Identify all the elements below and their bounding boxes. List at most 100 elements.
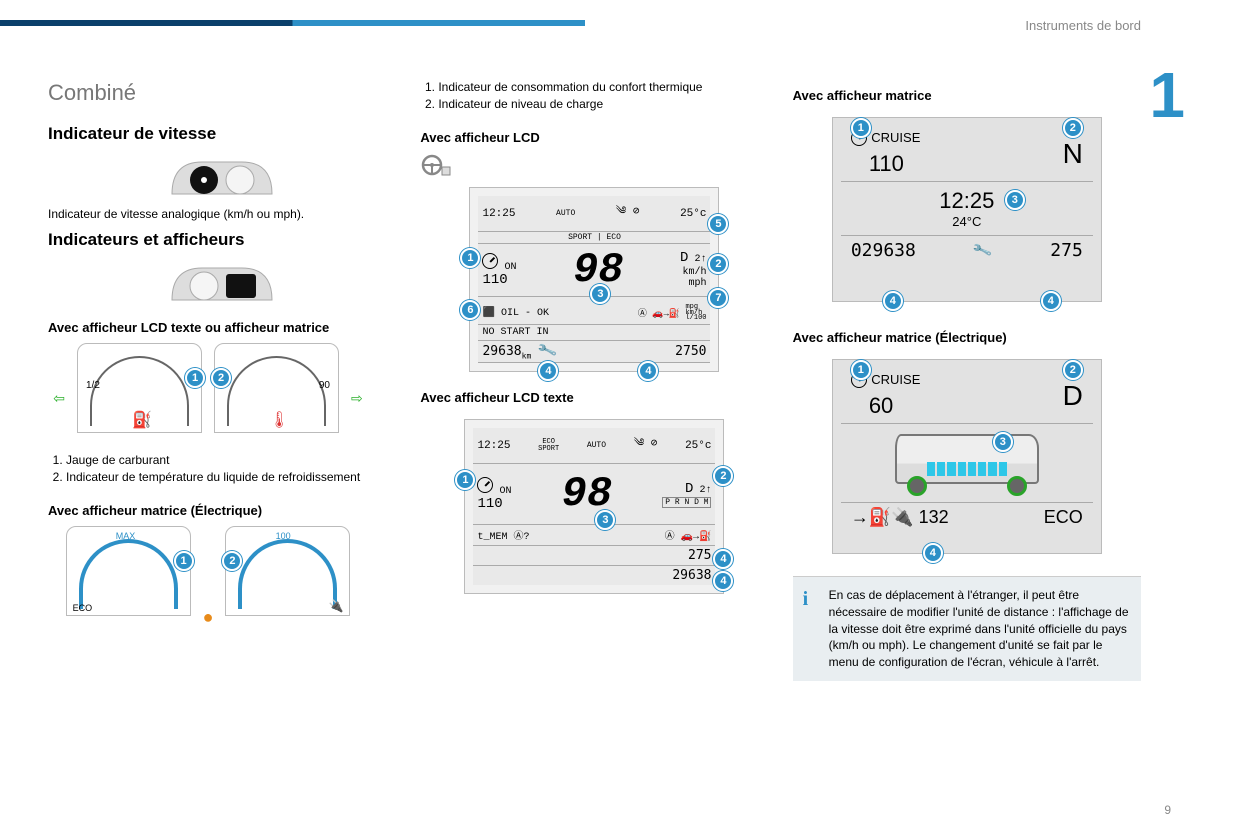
page-title: Combiné [48, 80, 396, 106]
lcd-trip-units: mpg km/h l/100 [685, 305, 706, 322]
figure-electric-gauges: MAX ECO 1 ● 100 🔌 2 [48, 526, 368, 636]
lcd-oil-ok: OIL - OK [501, 308, 549, 319]
callout-2: 2 [211, 368, 231, 388]
temp-gauge: 90 🌡 2 [214, 343, 339, 433]
callout-3: 3 [1005, 190, 1025, 210]
figure-lcd-text-display: 12:25 ECO SPORT AUTO ༄ ⊘ 25°c ON 110 98 … [464, 419, 724, 594]
callout-2: 2 [222, 551, 242, 571]
callout-1: 1 [174, 551, 194, 571]
heading-indicators-displays: Indicateurs et afficheurs [48, 230, 396, 250]
page-number: 9 [1164, 803, 1171, 817]
lcdt-trip: 275 [688, 548, 711, 563]
fuel-gauge: 1/2 ⛽ 1 [77, 343, 202, 433]
callout-5: 5 [708, 214, 728, 234]
lcdt-gear: D [685, 481, 693, 497]
lcd-auto-label: AUTO [556, 209, 575, 218]
callout-2: 2 [1063, 360, 1083, 380]
figure-matrix-display: CRUISE 110 N 12:25 24°C 029638 🔧 275 1 2… [832, 117, 1102, 302]
warning-dot-icon: ● [203, 607, 214, 628]
matrixev-cruise-value: 60 [869, 393, 893, 418]
matrix-gear: N [1063, 138, 1083, 170]
callout-4: 4 [883, 291, 903, 311]
heading-speed-indicator: Indicateur de vitesse [48, 124, 396, 144]
cruise-icon [482, 253, 498, 269]
legend-item: Indicateur de température du liquide de … [66, 470, 396, 484]
lcd-speed-unit: km/h [682, 267, 706, 278]
callout-1: 1 [851, 118, 871, 138]
cluster-small-icon [162, 154, 282, 200]
chapter-label: Instruments de bord [1025, 18, 1141, 33]
callout-1: 1 [455, 470, 475, 490]
plug-icon: 🔌 [328, 599, 343, 613]
lcdt-auto-label: AUTO [587, 441, 606, 450]
power-gauge: MAX ECO 1 [66, 526, 191, 616]
cluster-small-icon-2 [162, 260, 282, 306]
callout-1: 1 [851, 360, 871, 380]
speed-indicator-caption: Indicateur de vitesse analogique (km/h o… [48, 206, 396, 222]
lcdt-temp: 25°c [685, 440, 711, 452]
matrix-trip: 275 [1050, 240, 1083, 261]
lcd-outside-temp: 25°c [680, 208, 706, 220]
figure-fuel-temp-gauges: ⇦ 1/2 ⛽ 1 90 🌡 2 ⇨ [48, 343, 368, 453]
callout-4: 4 [713, 549, 733, 569]
legend-item: Jauge de carburant [66, 453, 396, 467]
ev-van-graphic [877, 428, 1057, 498]
lcdt-eco-sport: ECO SPORT [538, 439, 559, 452]
lcdt-speed: 98 [512, 470, 663, 518]
matrixev-gear: D [1063, 380, 1083, 412]
callout-4b: 4 [713, 571, 733, 591]
matrix-cruise-value: 110 [869, 151, 904, 176]
chapter-number: 1 [1149, 70, 1185, 121]
column-1: Combiné Indicateur de vitesse Indicateur… [48, 80, 396, 787]
matrix-cruise-label: CRUISE [871, 130, 920, 145]
info-icon: i [803, 585, 809, 613]
lcd-time: 12:25 [482, 208, 515, 220]
matrix-time: 12:25 [841, 188, 1093, 214]
lcd-nostart: NO START IN [482, 327, 548, 338]
heading-lcd-display: Avec afficheur LCD [420, 130, 768, 145]
lcd-odometer: 29638 [482, 344, 521, 359]
matrixev-cruise-label: CRUISE [871, 372, 920, 387]
heading-matrix-display: Avec afficheur matrice [793, 88, 1141, 103]
gauge-max-label: MAX [116, 531, 136, 541]
callout-7: 7 [708, 288, 728, 308]
temp-icon: 🌡 [269, 410, 289, 430]
matrix-temp: 24°C [841, 214, 1093, 229]
fuel-icon: ⛽ [132, 410, 152, 430]
column-3: Avec afficheur matrice CRUISE 110 N 12:2… [793, 80, 1141, 787]
column-2: Indicateur de consommation du confort th… [420, 80, 768, 787]
info-text: En cas de déplacement à l'étranger, il p… [829, 588, 1129, 669]
header-color-bar [0, 20, 585, 26]
turn-left-icon: ⇦ [53, 390, 65, 407]
info-box: i En cas de déplacement à l'étranger, il… [793, 576, 1141, 681]
lcd-sport-eco: SPORT | ECO [478, 232, 710, 244]
legend-item: Indicateur de consommation du confort th… [438, 80, 768, 94]
callout-2: 2 [1063, 118, 1083, 138]
callout-2: 2 [713, 466, 733, 486]
matrixev-range: 132 [919, 507, 949, 527]
callout-4: 4 [923, 543, 943, 563]
wrench-icon: 🔧 [537, 340, 559, 361]
gauge-100-label: 100 [276, 531, 291, 541]
callout-6: 6 [460, 300, 480, 320]
figure-lcd-display: 12:25 AUTO ༄ ⊘ 25°c SPORT | ECO ON 110 9… [469, 187, 719, 372]
heading-matrix-electric-gauges: Avec afficheur matrice (Électrique) [48, 503, 396, 518]
turn-right-icon: ⇨ [351, 390, 363, 407]
lcdt-cruise-value: 110 [477, 496, 502, 512]
lcd-gear-sub: 2 [694, 254, 700, 265]
fuel-temp-legend: Jauge de carburant Indicateur de tempéra… [48, 453, 396, 487]
callout-2: 2 [708, 254, 728, 274]
gauge-eco-label: ECO [73, 603, 93, 613]
lcd-cruise-value: 110 [482, 272, 507, 288]
lcdt-mem: t_MEM [477, 532, 507, 543]
gauge-left-label: 1/2 [86, 380, 100, 391]
callout-4b: 4 [1041, 291, 1061, 311]
heading-matrix-electric-display: Avec afficheur matrice (Électrique) [793, 330, 1141, 345]
callout-1: 1 [460, 248, 480, 268]
charge-gauge: 100 🔌 2 [225, 526, 350, 616]
cruise-icon [477, 477, 493, 493]
wiper-icon: ༄ ⊘ [616, 198, 640, 229]
callout-4: 4 [538, 361, 558, 381]
wrench-icon: 🔧 [972, 240, 994, 261]
heading-lcd-text-display: Avec afficheur LCD texte [420, 390, 768, 405]
